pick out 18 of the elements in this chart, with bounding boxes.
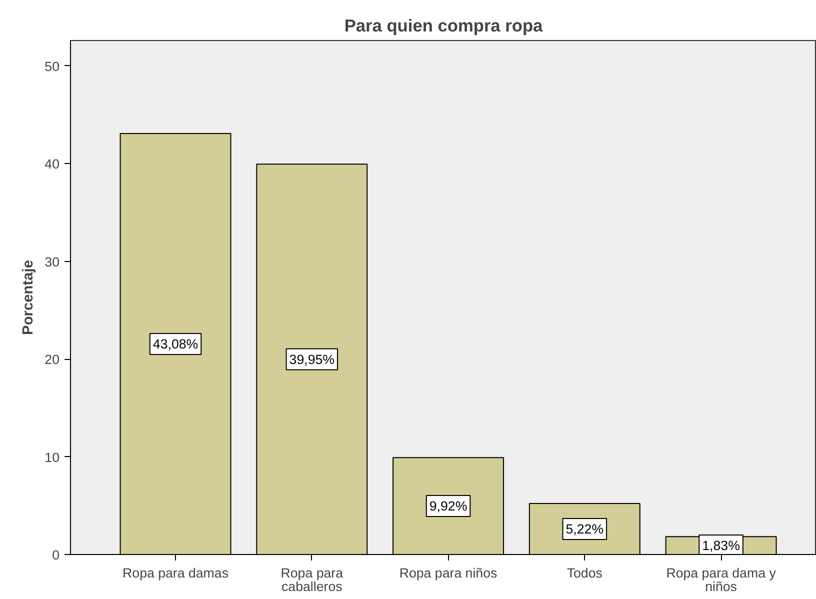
y-tick-label: 40 (44, 156, 60, 172)
data-label: 1,83% (702, 538, 740, 554)
y-tick-label: 20 (44, 352, 60, 368)
y-tick-label: 0 (52, 548, 60, 562)
x-tick-label: Ropa para niños (399, 566, 498, 580)
x-tick-label: Ropa para dama y niños (666, 566, 776, 594)
data-label: 5,22% (566, 521, 604, 536)
data-label: 9,92% (429, 498, 468, 514)
y-tick-label: 30 (44, 254, 60, 270)
data-label: 43,08% (152, 336, 198, 352)
x-tick-label: Todos (566, 566, 603, 580)
y-tick-label: 10 (44, 450, 60, 465)
y-tick-label: 50 (44, 58, 60, 74)
chart-title: Para quien compra ropa (344, 16, 544, 36)
x-tick-label: Ropa para damas (122, 566, 229, 580)
y-axis-title: Porcentaje (20, 260, 37, 335)
x-tick-label: Ropa para caballeros (280, 566, 344, 594)
data-label: 39,95% (289, 352, 335, 367)
